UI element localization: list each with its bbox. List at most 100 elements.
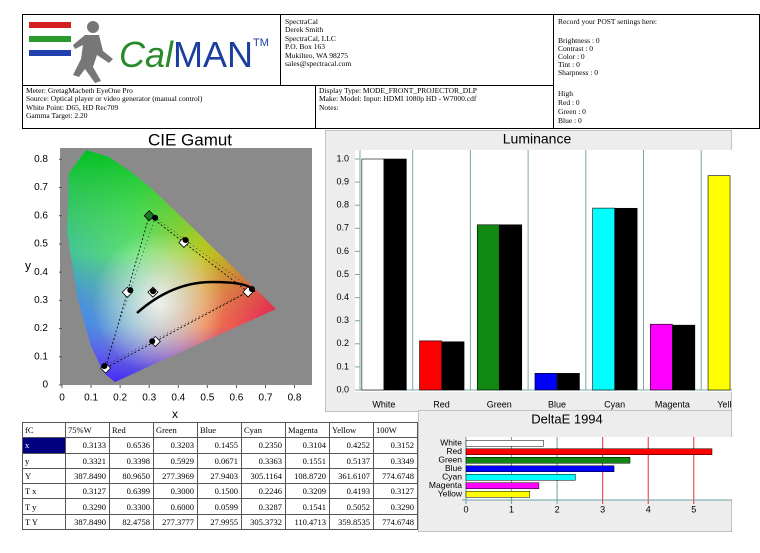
x-tick-label: 0.1 (84, 393, 98, 404)
company-line: Derek Smith (285, 25, 324, 35)
header-cell: Red (109, 421, 154, 439)
x-tick-label: 0.6 (229, 393, 243, 404)
table-cell: 0.3287 (241, 498, 286, 515)
x-tick-label: White (372, 399, 395, 409)
meter-line: Meter: GretagMacbeth EyeOne Pro (26, 86, 133, 95)
table-cell: 387.8490 (65, 513, 110, 531)
measured-point (249, 286, 255, 293)
stripe (29, 36, 71, 42)
x-tick-label: 1 (509, 504, 514, 514)
y-tick-label: 0.2 (336, 338, 349, 348)
y-tick-label: 0.4 (34, 267, 48, 278)
table-cell: 0.3104 (285, 437, 330, 454)
y-axis-label: y (25, 259, 31, 273)
y-tick-label: 0.7 (34, 182, 48, 193)
y-tick-label: Red (446, 446, 462, 456)
target-point (143, 210, 155, 222)
meter-line: Gamma Target: 2.20 (26, 111, 88, 121)
y-tick-label: 0.4 (336, 292, 349, 302)
x-tick-label: 0.4 (171, 393, 185, 404)
post-line: Red : 0 (558, 98, 580, 107)
table-cell: 774.6748 (373, 467, 418, 485)
header-row: fC 75%W Red Green Blue Cyan Magenta Yellow 100W (22, 421, 418, 439)
meter-line: White Point: D65, HD Rec709 (26, 102, 119, 112)
bar (499, 224, 523, 391)
x-tick-label: Red (433, 399, 450, 409)
row-label: y (22, 452, 66, 469)
table-cell: 108.8720 (285, 467, 330, 485)
table-cell: 0.3398 (109, 452, 154, 469)
x-tick-label: 0.3 (142, 393, 156, 404)
post-line: High (558, 89, 573, 98)
company-line: sales@spectracal.com (285, 59, 352, 69)
x-tick-label: 5 (691, 504, 696, 514)
table-cell: 110.4713 (285, 513, 330, 531)
stripe (29, 50, 71, 56)
bar (465, 448, 713, 455)
bar (465, 457, 631, 464)
table-row: T Y 387.8490 82.4758 277.3777 27.9955 305.373… (22, 513, 418, 531)
table-cell: 0.6399 (109, 483, 154, 500)
data-table: fC 75%W Red Green Blue Cyan Magenta Yellow 100W x… (22, 421, 418, 531)
header-cell: Green (153, 421, 198, 439)
table-cell: 0.3290 (65, 498, 110, 515)
table-cell: 27.9955 (197, 513, 242, 531)
bar (592, 207, 615, 391)
logo-box: CalMANTM (22, 14, 281, 86)
table-cell: 774.6748 (373, 513, 418, 531)
x-tick-label: Blue (548, 399, 566, 409)
y-tick-label: 0.1 (34, 351, 48, 362)
x-tick-label: 2 (555, 504, 560, 514)
y-tick-label: 0.3 (336, 315, 349, 325)
y-tick-label: Cyan (442, 472, 462, 482)
row-label: x (22, 437, 66, 454)
table-cell: 0.3127 (65, 483, 110, 500)
y-tick-label: 0.2 (34, 323, 48, 334)
table-cell: 0.3000 (153, 483, 198, 500)
chart-title: CIE Gamut (148, 130, 232, 149)
x-tick-label: 0 (59, 393, 65, 404)
post-line: Green : 0 (558, 107, 586, 116)
stripe (29, 22, 71, 28)
header-cell: Yellow (329, 421, 374, 439)
header-cell: fC (22, 421, 66, 439)
bar (465, 465, 615, 472)
chart-title: Luminance (503, 131, 572, 147)
table-cell: 0.3363 (241, 452, 286, 469)
header-cell: Cyan (241, 421, 286, 439)
logo-part: MAN (173, 34, 253, 75)
logo-part: TM (253, 37, 269, 49)
display-line: Make: Model: Input: HDMI 1080p HD - W700… (319, 94, 477, 104)
bar (672, 324, 696, 391)
table-cell: 0.6000 (153, 498, 198, 515)
table-row: T x 0.3127 0.6399 0.3000 0.1500 0.2246 0.3209 0… (22, 483, 418, 500)
table-cell: 0.2246 (241, 483, 286, 500)
table-cell: 305.1164 (241, 467, 286, 485)
x-tick-label: 0.8 (288, 393, 302, 404)
measured-point (150, 288, 157, 295)
x-tick-label: Magenta (655, 399, 690, 409)
table-cell: 0.5137 (329, 452, 374, 469)
chart-title: DeltaE 1994 (531, 411, 603, 426)
x-tick-label: 0.7 (259, 393, 273, 404)
table-row: x 0.3133 0.6536 0.3203 0.1455 0.2350 0.3104 0.4… (22, 437, 418, 454)
table-row: Y 387.8490 80.9650 277.3969 27.9403 305.1164 1… (22, 467, 418, 485)
post-line: Blue : 0 (558, 116, 582, 125)
company-line: SpectraCal, LLC (285, 33, 336, 43)
table-cell: 0.0599 (197, 498, 242, 515)
header-cell: Blue (197, 421, 242, 439)
table-cell: 0.3127 (373, 483, 418, 500)
bar (361, 158, 385, 391)
bar (465, 440, 544, 447)
header-cell: Magenta (285, 421, 330, 439)
runner (73, 35, 113, 83)
y-tick-label: 0.8 (336, 200, 349, 210)
display-line: Notes: (319, 102, 339, 112)
y-tick-label: 0.6 (336, 246, 349, 256)
measured-point (149, 338, 156, 345)
table-cell: 82.4758 (109, 513, 154, 531)
luminance-chart: Luminance 0.0 0.1 0.2 0.3 0.4 0.5 0.6 0.7 0.8 0.9 1… (325, 130, 732, 412)
table-cell: 0.6536 (109, 437, 154, 454)
table-cell: 0.3133 (65, 437, 110, 454)
row-label: T y (22, 498, 66, 515)
